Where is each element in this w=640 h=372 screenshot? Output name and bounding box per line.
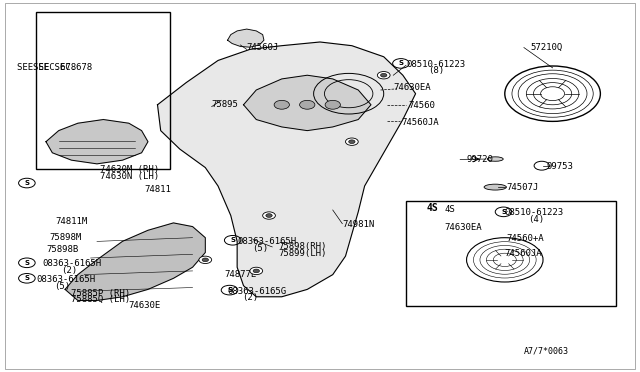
Text: 99753: 99753 xyxy=(547,162,573,171)
Text: 75885Q (LH): 75885Q (LH) xyxy=(72,295,131,304)
Text: (8): (8) xyxy=(428,66,444,75)
Text: 74630EA: 74630EA xyxy=(394,83,431,92)
Text: (5): (5) xyxy=(252,244,268,253)
Text: S: S xyxy=(24,275,29,281)
Circle shape xyxy=(325,100,340,109)
Text: 75895: 75895 xyxy=(212,100,239,109)
Text: 99720: 99720 xyxy=(467,155,493,164)
Text: 08363-6165H: 08363-6165H xyxy=(36,275,95,283)
Text: SEE SEC.678: SEE SEC.678 xyxy=(17,63,76,72)
Text: 74560: 74560 xyxy=(408,101,435,110)
Text: 4S: 4S xyxy=(427,203,439,213)
Text: S: S xyxy=(24,180,29,186)
Text: S: S xyxy=(501,209,506,215)
Text: 08363-6165G: 08363-6165G xyxy=(228,287,287,296)
Text: 08363-6165H: 08363-6165H xyxy=(43,259,102,268)
Circle shape xyxy=(378,71,390,79)
Text: (2): (2) xyxy=(243,294,259,302)
Circle shape xyxy=(300,100,315,109)
Text: 74981N: 74981N xyxy=(342,220,374,229)
Text: 08510-61223: 08510-61223 xyxy=(406,60,465,69)
Circle shape xyxy=(349,140,355,144)
Text: S: S xyxy=(230,237,236,243)
Text: A7/7*0063: A7/7*0063 xyxy=(524,347,569,356)
Text: 74560+A: 74560+A xyxy=(507,234,545,243)
Text: (2): (2) xyxy=(61,266,77,275)
Text: SEE SEC.678: SEE SEC.678 xyxy=(33,63,92,72)
Text: 74560JA: 74560JA xyxy=(401,118,439,127)
Text: 74560J: 74560J xyxy=(246,43,279,52)
Polygon shape xyxy=(244,75,371,131)
Text: 4S: 4S xyxy=(444,205,455,215)
Circle shape xyxy=(266,214,272,217)
Circle shape xyxy=(381,73,387,77)
Text: 74507J: 74507J xyxy=(507,183,539,192)
Circle shape xyxy=(253,269,259,273)
Text: 75898(RH): 75898(RH) xyxy=(278,243,327,251)
Text: S: S xyxy=(24,260,29,266)
Text: 74560JA: 74560JA xyxy=(505,249,543,258)
Text: 74630EA: 74630EA xyxy=(444,223,482,232)
Circle shape xyxy=(202,258,209,262)
Text: 74630M (RH): 74630M (RH) xyxy=(100,165,159,174)
Polygon shape xyxy=(65,223,205,301)
Polygon shape xyxy=(46,119,148,164)
Ellipse shape xyxy=(484,184,506,190)
Text: 75899(LH): 75899(LH) xyxy=(278,249,327,258)
Polygon shape xyxy=(157,42,415,297)
Text: 74630N (LH): 74630N (LH) xyxy=(100,172,159,181)
Text: 08510-61223: 08510-61223 xyxy=(505,208,564,217)
Circle shape xyxy=(199,256,212,263)
Text: 75898B: 75898B xyxy=(46,245,78,254)
Text: 74630E: 74630E xyxy=(129,301,161,311)
Circle shape xyxy=(274,100,289,109)
Text: 74877E: 74877E xyxy=(225,270,257,279)
Text: 75898M: 75898M xyxy=(49,233,81,242)
Circle shape xyxy=(534,161,549,170)
Circle shape xyxy=(346,138,358,145)
Circle shape xyxy=(262,212,275,219)
Text: S: S xyxy=(227,287,232,293)
Text: S: S xyxy=(399,60,403,67)
Text: (4): (4) xyxy=(528,215,544,224)
Ellipse shape xyxy=(487,157,503,161)
Text: 74811: 74811 xyxy=(145,185,172,194)
Text: 57210Q: 57210Q xyxy=(531,43,563,52)
Polygon shape xyxy=(228,29,264,47)
Circle shape xyxy=(250,267,262,275)
Text: 75885P (RH): 75885P (RH) xyxy=(72,289,131,298)
Text: (5): (5) xyxy=(54,282,70,291)
Text: 74811M: 74811M xyxy=(56,217,88,225)
Text: 08363-6165H: 08363-6165H xyxy=(237,237,296,246)
